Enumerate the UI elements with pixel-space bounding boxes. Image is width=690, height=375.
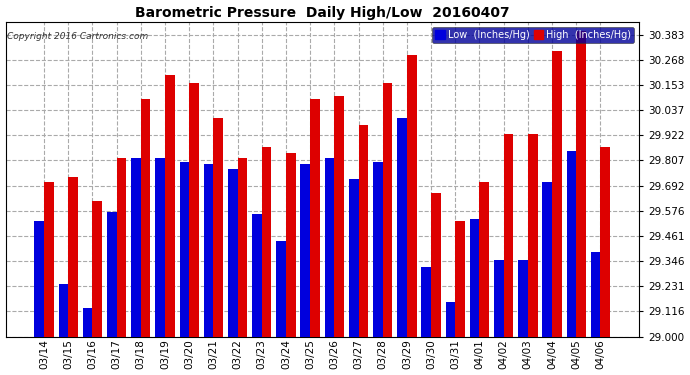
Bar [92,201,102,337]
Bar [518,260,528,337]
Bar [407,55,417,337]
Bar [34,221,44,337]
Bar [68,177,78,337]
Bar [204,164,213,337]
Bar [446,302,455,337]
Bar [262,147,271,337]
Bar [131,158,141,337]
Bar [300,164,310,337]
Bar [455,221,465,337]
Bar [431,193,441,337]
Bar [359,125,368,337]
Bar [373,162,383,337]
Bar [566,151,576,337]
Bar [576,31,586,337]
Bar [213,118,223,337]
Bar [107,212,117,337]
Text: Copyright 2016 Cartronics.com: Copyright 2016 Cartronics.com [7,32,148,40]
Bar [44,182,54,337]
Bar [59,284,68,337]
Bar [310,99,320,337]
Legend: Low  (Inches/Hg), High  (Inches/Hg): Low (Inches/Hg), High (Inches/Hg) [433,27,634,43]
Bar [480,182,489,337]
Bar [591,252,600,337]
Bar [252,214,262,337]
Bar [504,134,513,337]
Bar [179,162,189,337]
Bar [383,83,393,337]
Bar [189,83,199,337]
Bar [335,96,344,337]
Bar [228,168,237,337]
Bar [117,158,126,337]
Bar [83,308,92,337]
Bar [600,147,610,337]
Bar [237,158,247,337]
Bar [422,267,431,337]
Bar [141,99,150,337]
Bar [528,134,538,337]
Bar [349,180,359,337]
Bar [397,118,407,337]
Bar [155,158,165,337]
Bar [542,182,552,337]
Bar [552,51,562,337]
Bar [276,241,286,337]
Title: Barometric Pressure  Daily High/Low  20160407: Barometric Pressure Daily High/Low 20160… [135,6,509,20]
Bar [325,158,335,337]
Bar [286,153,295,337]
Bar [470,219,480,337]
Bar [165,75,175,337]
Bar [494,260,504,337]
